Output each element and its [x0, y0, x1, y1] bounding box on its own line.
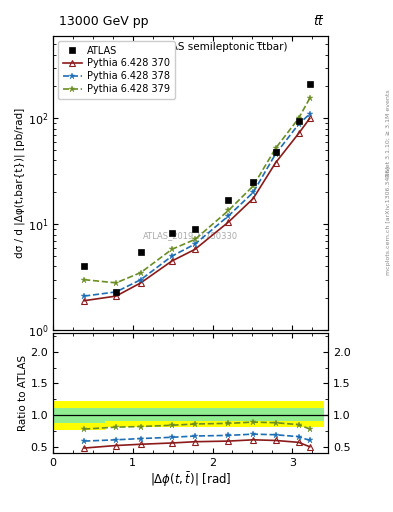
ATLAS — [296, 118, 301, 124]
Text: ATLAS_2019_I1750330: ATLAS_2019_I1750330 — [143, 231, 238, 241]
Pythia 6.428 379 — [296, 115, 301, 121]
Line: ATLAS: ATLAS — [81, 81, 313, 295]
Pythia 6.428 370 — [82, 297, 86, 304]
Text: tt̅: tt̅ — [313, 15, 323, 29]
Text: Δφ (t̅tbar) (ATLAS semileptonic t̅tbar): Δφ (t̅tbar) (ATLAS semileptonic t̅tbar) — [94, 42, 287, 52]
Pythia 6.428 378 — [82, 293, 86, 299]
Line: Pythia 6.428 378: Pythia 6.428 378 — [81, 111, 313, 300]
Pythia 6.428 370 — [114, 293, 118, 299]
Pythia 6.428 378 — [193, 241, 197, 247]
X-axis label: $|\Delta\phi(t,\bar{t})|$ [rad]: $|\Delta\phi(t,\bar{t})|$ [rad] — [150, 471, 231, 489]
Pythia 6.428 378 — [138, 276, 143, 283]
ATLAS — [307, 81, 312, 87]
Pythia 6.428 378 — [169, 253, 174, 259]
Pythia 6.428 370 — [193, 246, 197, 252]
ATLAS — [193, 226, 197, 232]
Pythia 6.428 370 — [169, 258, 174, 264]
ATLAS — [226, 197, 231, 203]
Pythia 6.428 378 — [114, 289, 118, 295]
ATLAS — [114, 289, 118, 295]
Y-axis label: Ratio to ATLAS: Ratio to ATLAS — [18, 355, 28, 431]
Pythia 6.428 379 — [307, 95, 312, 101]
Pythia 6.428 379 — [226, 207, 231, 214]
Text: mcplots.cern.ch [arXiv:1306.3436]: mcplots.cern.ch [arXiv:1306.3436] — [386, 166, 391, 274]
Pythia 6.428 370 — [251, 196, 255, 202]
Pythia 6.428 378 — [296, 121, 301, 127]
ATLAS — [251, 179, 255, 185]
Line: Pythia 6.428 379: Pythia 6.428 379 — [81, 95, 313, 286]
Pythia 6.428 370 — [226, 219, 231, 225]
Pythia 6.428 379 — [169, 246, 174, 252]
Text: 13000 GeV pp: 13000 GeV pp — [59, 15, 148, 29]
Pythia 6.428 378 — [226, 213, 231, 219]
Pythia 6.428 379 — [193, 237, 197, 243]
Pythia 6.428 370 — [307, 115, 312, 121]
Pythia 6.428 370 — [296, 131, 301, 137]
ATLAS — [138, 249, 143, 255]
Pythia 6.428 378 — [251, 189, 255, 196]
Y-axis label: dσ / d |Δφ(t,bar{t})| [pb/rad]: dσ / d |Δφ(t,bar{t})| [pb/rad] — [14, 108, 25, 258]
Pythia 6.428 379 — [273, 145, 278, 152]
Pythia 6.428 379 — [251, 183, 255, 189]
ATLAS — [273, 149, 278, 155]
Pythia 6.428 378 — [307, 111, 312, 117]
Line: Pythia 6.428 370: Pythia 6.428 370 — [81, 115, 313, 304]
ATLAS — [82, 263, 86, 269]
Pythia 6.428 378 — [273, 151, 278, 157]
Pythia 6.428 370 — [273, 160, 278, 166]
Pythia 6.428 379 — [114, 280, 118, 286]
ATLAS — [169, 230, 174, 237]
Legend: ATLAS, Pythia 6.428 370, Pythia 6.428 378, Pythia 6.428 379: ATLAS, Pythia 6.428 370, Pythia 6.428 37… — [58, 40, 175, 99]
Pythia 6.428 379 — [82, 276, 86, 283]
Pythia 6.428 379 — [138, 269, 143, 275]
Text: Rivet 3.1.10; ≥ 3.1M events: Rivet 3.1.10; ≥ 3.1M events — [386, 89, 391, 177]
Pythia 6.428 370 — [138, 280, 143, 286]
